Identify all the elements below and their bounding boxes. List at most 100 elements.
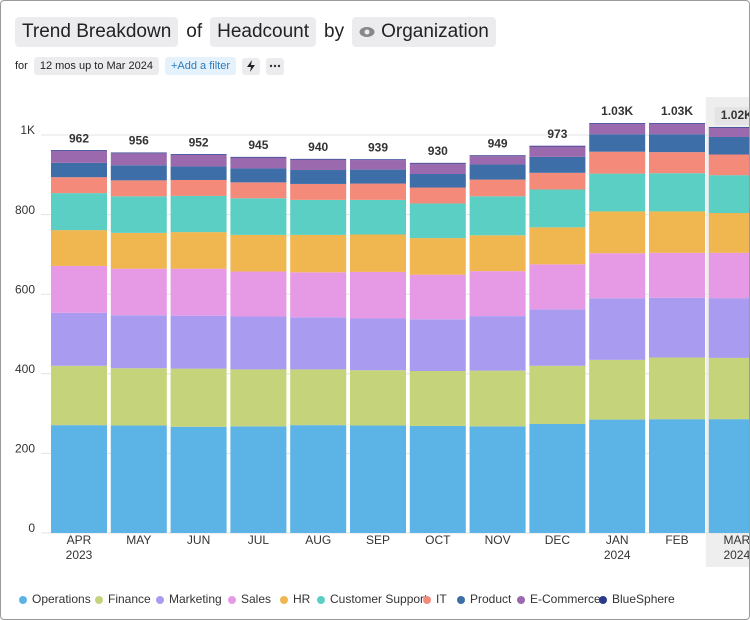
legend-swatch — [599, 596, 607, 604]
bar-segment — [170, 179, 227, 196]
add-filter[interactable]: +Add a filter — [164, 57, 236, 75]
legend-label: Customer Support — [330, 592, 428, 606]
eye-icon — [359, 27, 375, 37]
bar-segment — [51, 425, 107, 533]
bar-segment — [708, 175, 749, 214]
bar-segment — [469, 426, 526, 533]
total-label: 962 — [69, 131, 89, 145]
bar-segment — [589, 298, 646, 360]
bar-segment — [589, 253, 646, 299]
y-tick-label: 600 — [15, 282, 35, 296]
bar-segment — [290, 183, 347, 200]
bar-segment — [649, 357, 705, 420]
bar-segment — [350, 183, 406, 200]
bar-segment — [529, 146, 586, 157]
bar-segment — [649, 152, 705, 174]
bar-segment — [649, 123, 705, 124]
bar-segment — [350, 271, 406, 319]
plus-icon: + — [170, 60, 178, 72]
metric[interactable]: Headcount — [210, 17, 317, 47]
x-tick-label: OCT — [425, 533, 451, 547]
bar-segment — [529, 156, 586, 173]
bar-segment — [589, 211, 646, 254]
bar-segment — [290, 158, 347, 160]
bar-segment — [290, 159, 347, 171]
connector: of — [186, 21, 203, 42]
bar-segment — [110, 368, 167, 426]
bolt-button[interactable] — [242, 57, 260, 75]
bar-segment — [589, 123, 646, 135]
bar-segment — [110, 165, 167, 181]
bar-segment — [290, 317, 347, 370]
bar-segment — [110, 425, 167, 533]
bar-segment — [649, 297, 705, 358]
bar-segment — [529, 172, 586, 190]
bar-segment — [110, 232, 167, 269]
bar-segment — [469, 196, 526, 236]
total-label: 1.03K — [661, 104, 693, 118]
bar-segment — [51, 365, 107, 426]
bar-segment — [230, 426, 287, 533]
bar-segment — [110, 153, 167, 166]
bar-segment — [350, 370, 406, 426]
legend-swatch — [95, 596, 103, 604]
x-tick-label: MAR 2024 — [723, 533, 749, 562]
x-tick-label: NOV — [485, 533, 511, 547]
x-tick-label: SEP — [366, 533, 390, 547]
legend-swatch — [280, 596, 288, 604]
total-label: 1.02K — [721, 108, 749, 122]
bar-segment — [350, 234, 406, 272]
bar-segment — [469, 164, 526, 180]
bar-segment — [589, 134, 646, 152]
bar-segment — [708, 252, 749, 299]
bar-segment — [110, 196, 167, 233]
legend-swatch — [423, 596, 431, 604]
bar-segment — [350, 169, 406, 184]
legend-label: E-Commerce — [530, 592, 601, 606]
total-label: 949 — [488, 136, 508, 150]
bar-segment — [649, 419, 705, 533]
bar-segment — [51, 193, 107, 231]
total-label-bg — [714, 107, 749, 126]
legend-swatch — [19, 596, 27, 604]
bar-segment — [170, 268, 227, 316]
bar-segment — [51, 312, 107, 366]
bar-segment — [170, 315, 227, 369]
bar-segment — [649, 123, 705, 135]
dimension[interactable]: Organization — [352, 17, 496, 47]
bar-segment — [350, 160, 406, 170]
time-range[interactable]: 12 mos up to Mar 2024 — [33, 57, 159, 75]
bar-segment — [230, 168, 287, 183]
bar-segment — [350, 318, 406, 371]
bar-segment — [409, 203, 466, 239]
bar-segment — [529, 365, 586, 424]
bar-segment — [589, 173, 646, 212]
bar-segment — [51, 230, 107, 266]
bar-segment — [290, 369, 347, 426]
bar-segment — [529, 423, 586, 533]
bar-segment — [409, 425, 466, 533]
total-label: 939 — [368, 140, 388, 154]
bar-segment — [170, 426, 227, 533]
legend-label: Product — [470, 592, 512, 606]
bar-segment — [110, 180, 167, 197]
bar-segment — [170, 154, 227, 167]
bar-segment — [409, 238, 466, 275]
bar-segment — [290, 199, 347, 235]
legend-label: Sales — [241, 592, 271, 606]
y-tick-label: 400 — [15, 362, 35, 376]
bar-segment — [589, 359, 646, 420]
subheader: for 12 mos up to Mar 2024 +Add a filter — [15, 57, 284, 75]
bar-segment — [230, 157, 287, 169]
more-button[interactable] — [266, 57, 284, 75]
connector: by — [324, 21, 345, 42]
legend-label: IT — [436, 592, 447, 606]
chart-title[interactable]: Trend Breakdown — [15, 17, 179, 47]
total-label: 940 — [308, 140, 328, 154]
bar-segment — [409, 162, 466, 164]
bar-segment — [170, 166, 227, 180]
add-filter-label: Add a filter — [177, 60, 230, 72]
bar-segment — [51, 177, 107, 194]
